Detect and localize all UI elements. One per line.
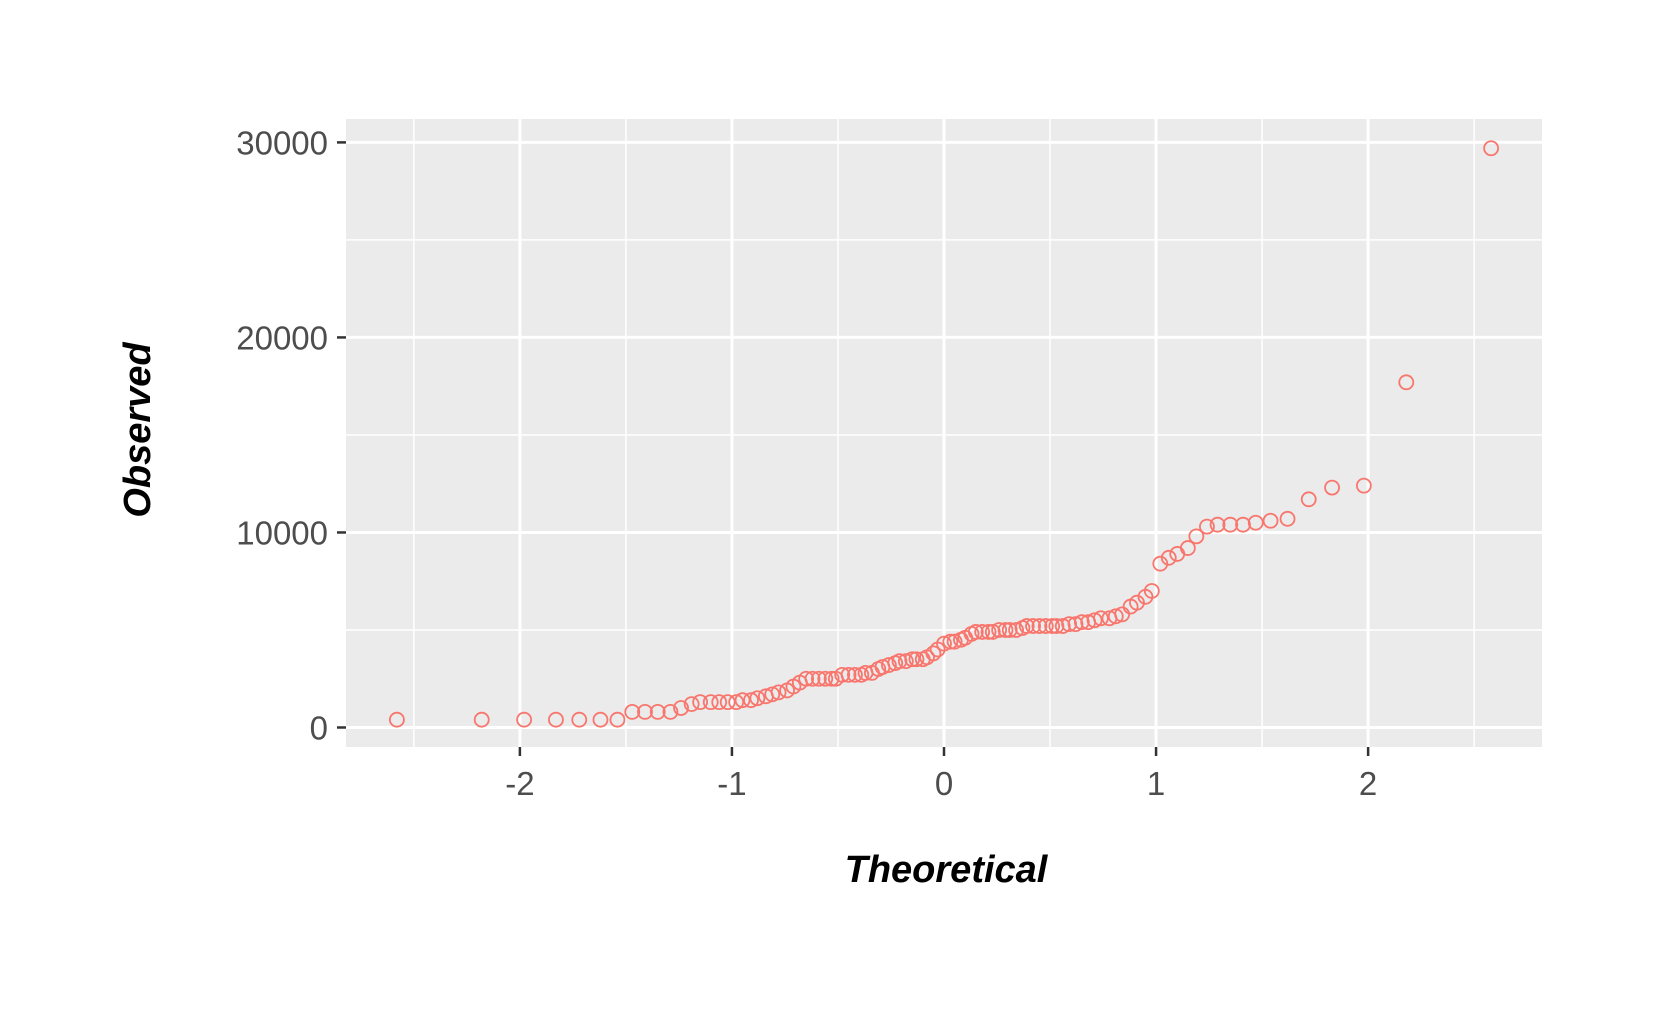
y-axis-title: Observed (117, 342, 159, 518)
x-tick-label: 1 (1147, 765, 1165, 802)
data-point (1222, 516, 1239, 533)
data-point (1152, 555, 1169, 572)
minor-gridlines (346, 119, 1542, 747)
data-point (673, 700, 689, 716)
data-point (798, 670, 815, 687)
x-tick-label: -2 (505, 765, 534, 802)
x-tick-label: -1 (717, 765, 746, 802)
data-point (609, 711, 626, 728)
data-point (683, 696, 700, 712)
data-point (1048, 618, 1065, 634)
data-point (997, 622, 1014, 638)
data-point (719, 694, 736, 711)
data-point (1398, 374, 1415, 391)
y-tick-label: 0 (310, 709, 328, 746)
data-point (984, 624, 1001, 640)
data-point (936, 635, 952, 652)
data-point (904, 651, 921, 668)
data-point (823, 670, 840, 687)
data-point (734, 692, 751, 709)
data-point (1018, 618, 1035, 634)
data-point (891, 653, 908, 670)
data-point (1300, 491, 1317, 508)
data-point (473, 711, 490, 728)
data-point (1001, 622, 1018, 638)
data-point (967, 624, 984, 640)
data-point (637, 703, 653, 720)
data-point (1199, 518, 1215, 535)
data-point (1129, 594, 1145, 611)
data-point (1107, 608, 1124, 625)
data-point (1086, 612, 1103, 629)
data-point (1209, 516, 1226, 533)
data-point (804, 670, 821, 687)
data-point (662, 703, 679, 720)
data-point (1324, 479, 1340, 496)
data-point (702, 694, 719, 711)
data-point (834, 666, 851, 683)
data-point (980, 624, 997, 640)
data-point (925, 645, 942, 662)
data-point (1235, 516, 1251, 533)
data-point (880, 657, 897, 673)
data-point (810, 670, 827, 687)
data-point (692, 694, 709, 711)
data-point (946, 633, 963, 650)
data-point (1114, 606, 1131, 623)
data-point (743, 692, 759, 709)
y-tick-label: 10000 (236, 514, 328, 551)
y-tick-label: 20000 (236, 319, 328, 356)
data-point (388, 711, 405, 728)
data-point (1262, 512, 1279, 529)
data-point (592, 711, 609, 728)
y-tick-label: 30000 (236, 124, 328, 161)
data-point (1247, 514, 1264, 531)
data-point (624, 703, 641, 720)
data-point (1061, 616, 1078, 633)
data-point (1031, 618, 1048, 634)
data-points (388, 140, 1500, 728)
data-point (711, 694, 728, 711)
data-point (1093, 610, 1109, 627)
data-point (1067, 616, 1084, 633)
data-point (649, 703, 666, 720)
data-point (1037, 618, 1054, 634)
data-point (770, 684, 787, 701)
y-axis: 0 10000 20000 30000 (236, 124, 346, 746)
data-point (1483, 140, 1500, 157)
data-point (991, 622, 1008, 638)
data-point (749, 690, 766, 707)
x-axis: -2 -1 0 1 2 (505, 747, 1377, 802)
data-point (1143, 583, 1160, 599)
data-point (1054, 618, 1071, 634)
data-point (1008, 622, 1024, 638)
data-point (817, 670, 834, 687)
x-tick-label: 0 (935, 765, 953, 802)
data-point (840, 666, 857, 683)
data-point (1025, 618, 1041, 634)
data-point (516, 711, 533, 728)
major-gridlines (346, 119, 1542, 747)
data-point (1179, 540, 1196, 556)
data-point (1355, 477, 1372, 494)
data-point (571, 711, 588, 728)
x-tick-label: 2 (1359, 765, 1377, 802)
data-point (728, 694, 745, 711)
data-point (974, 624, 991, 640)
x-axis-title: Theoretical (845, 849, 1049, 891)
data-point (1044, 618, 1061, 634)
data-point (897, 653, 914, 670)
data-point (908, 651, 925, 668)
data-point (847, 666, 863, 683)
data-point (1188, 528, 1205, 545)
data-point (548, 711, 564, 728)
data-point (942, 633, 959, 650)
data-point (1279, 510, 1296, 527)
data-point (764, 686, 781, 703)
data-point (1160, 549, 1177, 566)
data-point (1073, 614, 1090, 631)
